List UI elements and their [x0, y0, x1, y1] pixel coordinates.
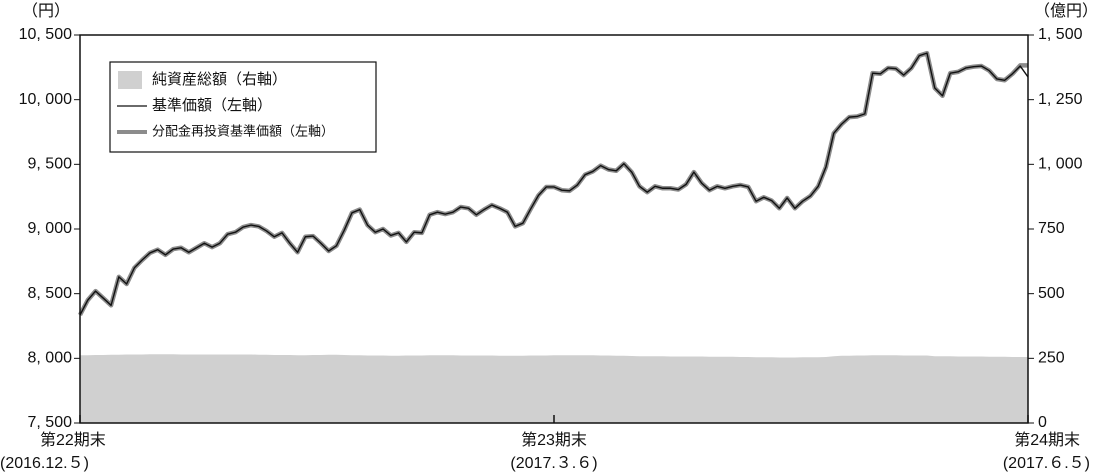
legend-box: [109, 61, 377, 153]
line: [79, 52, 1029, 316]
legend-label: 基準価額（左軸）: [152, 97, 272, 114]
y-tick-label: 7, 500: [28, 414, 73, 431]
y-tick-label: 10, 500: [19, 26, 72, 43]
y2-unit-label: （億円）: [1034, 2, 1098, 20]
x-tick-date: (2017.３.６): [510, 455, 597, 472]
area: [80, 354, 1028, 423]
legend-label: 分配金再投資基準価額（左軸）: [152, 123, 334, 138]
y-unit-label: （円）: [22, 2, 70, 20]
x-tick-label: 第24期末: [1014, 431, 1080, 449]
x-tick-date: (2017.６.５): [1003, 455, 1090, 472]
y2-tick-label: 0: [1038, 414, 1047, 431]
y2-tick-label: 1, 250: [1038, 91, 1083, 108]
x-tick-date: (2016.12.５): [0, 455, 89, 472]
x-tick-label: 第23期末: [521, 431, 587, 449]
y-tick-label: 9, 500: [28, 156, 73, 173]
legend-label: 純資産総額（右軸）: [152, 71, 287, 88]
y2-tick-label: 500: [1038, 285, 1065, 302]
legend-swatch: [118, 71, 142, 89]
y-tick-label: 10, 000: [19, 91, 72, 108]
y2-tick-label: 750: [1038, 220, 1065, 237]
y-tick-label: 8, 000: [28, 350, 73, 367]
x-tick-label: 第22期末: [40, 431, 106, 449]
y2-tick-label: 1, 500: [1038, 26, 1083, 43]
y-tick-label: 8, 500: [28, 285, 73, 302]
y2-tick-label: 1, 000: [1038, 156, 1083, 173]
y-tick-label: 9, 000: [28, 220, 73, 237]
y2-tick-label: 250: [1038, 350, 1065, 367]
